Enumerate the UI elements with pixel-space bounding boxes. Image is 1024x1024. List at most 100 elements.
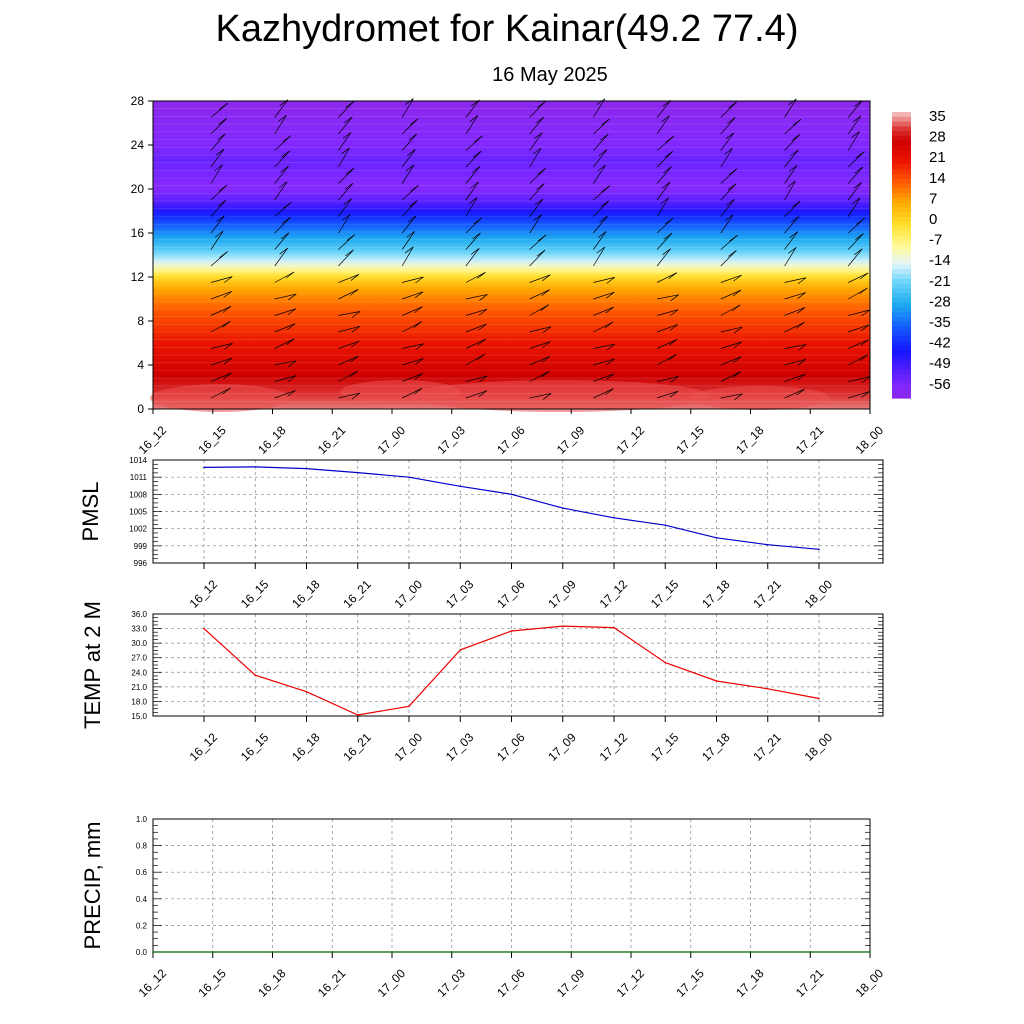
y-tick-label: 24 <box>131 138 145 152</box>
colorbar-segment <box>892 145 911 151</box>
temp2m-data-point <box>305 690 308 693</box>
wind-barb <box>401 231 415 250</box>
colorbar-segment <box>892 312 911 318</box>
colorbar-label: -28 <box>929 293 951 310</box>
x-tick-label: 17_06 <box>494 577 528 611</box>
pmsl-data-point <box>203 466 205 469</box>
x-tick-label: 17_15 <box>673 966 707 1000</box>
x-tick-label: 17_00 <box>392 577 426 611</box>
wind-barb <box>210 372 232 382</box>
wind-barb <box>720 393 743 401</box>
colorbar-segment <box>892 378 911 385</box>
wind-barb <box>720 356 742 366</box>
wind-barb <box>274 217 291 234</box>
wind-barb <box>784 277 807 285</box>
x-tick-label: 17_18 <box>699 577 733 611</box>
wind-barb <box>784 358 807 366</box>
y-tick-label: 18.0 <box>131 697 147 706</box>
colorbar-segment <box>892 193 911 199</box>
wind-barb <box>720 371 741 382</box>
wind-barb <box>593 231 607 250</box>
wind-barb <box>529 214 542 234</box>
colorbar-segment <box>892 278 911 285</box>
wind-barb <box>338 183 354 201</box>
colorbar-segment <box>892 216 911 223</box>
wind-barb <box>720 289 742 300</box>
colorbar-segment <box>892 245 911 251</box>
colorbar-segment <box>892 388 911 394</box>
colorbar-label: -49 <box>929 355 951 372</box>
wind-barb <box>784 373 806 382</box>
wind-barb <box>338 116 353 135</box>
wind-barb <box>593 149 608 168</box>
y-tick-label: 36.0 <box>131 610 147 619</box>
x-tick-label: 17_18 <box>699 730 733 764</box>
colorbar-segment <box>892 159 911 166</box>
wind-barb <box>656 272 677 283</box>
precip-axis-label: PRECIP, mm <box>80 822 105 950</box>
wind-barb <box>274 150 290 168</box>
wind-barb <box>847 182 862 201</box>
wind-barb <box>401 133 418 151</box>
x-tick-label: 17_15 <box>648 730 682 764</box>
wind-barb <box>274 360 297 368</box>
wind-barb <box>465 390 487 399</box>
wind-barb <box>529 168 546 184</box>
colorbar-segment <box>892 116 911 123</box>
wind-barb <box>848 309 870 317</box>
wind-barb <box>593 358 615 366</box>
y-tick-label: 8 <box>137 314 144 328</box>
x-tick-label: 17_12 <box>614 423 648 457</box>
wind-barb <box>720 168 738 184</box>
wind-barb <box>529 249 546 267</box>
pmsl-axis-label: PMSL <box>78 482 103 542</box>
y-tick-label: 1014 <box>129 456 147 465</box>
temp2m-data-point <box>818 697 820 700</box>
y-tick-label: 0.8 <box>136 842 148 851</box>
y-tick-label: 24.0 <box>131 668 147 677</box>
wind-barb <box>848 287 868 300</box>
wind-barb <box>529 393 552 400</box>
warm-surface-region <box>150 384 290 412</box>
wind-barb <box>465 115 479 135</box>
y-tick-label: 21.0 <box>131 683 147 692</box>
wind-barb <box>529 132 543 151</box>
colorbar-segment <box>892 126 911 132</box>
colorbar-label: -35 <box>929 314 951 331</box>
wind-barb <box>338 198 352 217</box>
colorbar-segment <box>892 288 911 294</box>
wind-barb <box>402 276 424 284</box>
wind-barb <box>848 391 870 399</box>
colorbar-segment <box>892 345 911 351</box>
wind-barb <box>784 180 796 201</box>
colorbar-segment <box>892 226 911 232</box>
wind-barb <box>593 277 615 284</box>
colorbar-segment <box>892 374 911 380</box>
wind-barb <box>401 149 416 168</box>
x-tick-label: 17_21 <box>750 577 784 611</box>
wind-barb <box>338 355 359 366</box>
colorbar-segment <box>892 150 911 156</box>
wind-barb <box>656 197 669 217</box>
temp2m-data-point <box>766 688 769 690</box>
wind-barb <box>656 339 678 349</box>
precip-data-point <box>331 951 334 953</box>
wind-barb <box>784 98 797 118</box>
colorbar-segment <box>892 316 911 323</box>
colorbar-segment <box>892 212 911 218</box>
wind-barb <box>402 291 424 300</box>
wind-barb <box>210 184 228 201</box>
temp2m-frame <box>152 613 884 717</box>
wind-barb <box>720 341 743 349</box>
wind-barb <box>529 116 545 135</box>
wind-barb <box>848 217 865 234</box>
pmsl-data-point <box>613 516 615 519</box>
y-tick-label: 4 <box>137 358 144 372</box>
wind-barb <box>465 217 482 234</box>
colorbar-segment <box>892 131 911 137</box>
wind-barb <box>784 247 797 267</box>
wind-barb <box>338 340 360 349</box>
chart-title: Kazhydromet for Kainar(49.2 77.4) <box>215 8 799 50</box>
temp2m-data-point <box>356 714 359 716</box>
y-tick-label: 0.0 <box>136 948 148 957</box>
